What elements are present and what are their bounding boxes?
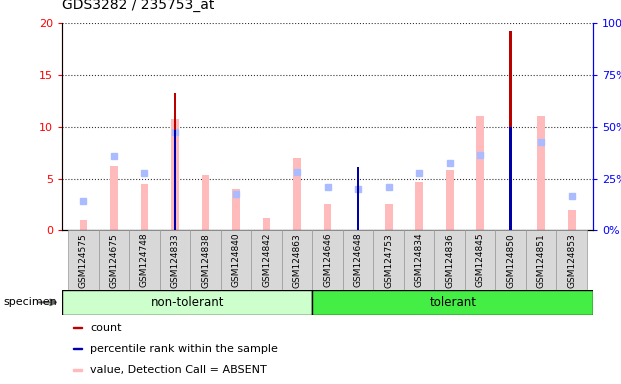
Text: GSM124575: GSM124575 xyxy=(79,233,88,288)
Text: GSM124845: GSM124845 xyxy=(476,233,484,288)
Text: GSM124842: GSM124842 xyxy=(262,233,271,287)
FancyBboxPatch shape xyxy=(312,290,593,315)
Bar xyxy=(526,230,556,290)
Bar xyxy=(129,230,160,290)
Bar xyxy=(140,184,148,230)
Bar xyxy=(446,170,453,230)
Bar xyxy=(465,230,496,290)
Bar xyxy=(73,369,82,371)
Bar xyxy=(343,230,373,290)
Text: GSM124646: GSM124646 xyxy=(323,233,332,288)
Bar xyxy=(174,130,176,230)
Text: GSM124838: GSM124838 xyxy=(201,233,210,288)
Text: GSM124863: GSM124863 xyxy=(292,233,302,288)
Bar xyxy=(568,210,576,230)
Bar xyxy=(221,230,252,290)
Bar xyxy=(190,230,221,290)
Text: GDS3282 / 235753_at: GDS3282 / 235753_at xyxy=(62,0,214,12)
Text: non-tolerant: non-tolerant xyxy=(150,296,224,309)
Text: GSM124836: GSM124836 xyxy=(445,233,454,288)
Bar xyxy=(312,230,343,290)
Bar xyxy=(324,204,332,230)
Text: specimen: specimen xyxy=(3,297,57,308)
Bar xyxy=(99,230,129,290)
Text: GSM124748: GSM124748 xyxy=(140,233,149,288)
Text: count: count xyxy=(90,323,122,333)
Bar xyxy=(202,175,209,230)
Bar xyxy=(509,127,512,230)
FancyBboxPatch shape xyxy=(62,290,312,315)
Text: GSM124853: GSM124853 xyxy=(567,233,576,288)
Bar xyxy=(73,348,82,349)
Bar xyxy=(496,230,526,290)
Text: GSM124753: GSM124753 xyxy=(384,233,393,288)
Text: GSM124851: GSM124851 xyxy=(537,233,546,288)
Bar xyxy=(404,230,434,290)
Text: GSM124648: GSM124648 xyxy=(353,233,363,288)
Bar xyxy=(509,31,512,230)
Text: percentile rank within the sample: percentile rank within the sample xyxy=(90,344,278,354)
Text: GSM124840: GSM124840 xyxy=(232,233,240,288)
Bar xyxy=(174,93,176,230)
Bar xyxy=(252,230,282,290)
Text: GSM124675: GSM124675 xyxy=(109,233,119,288)
Bar xyxy=(384,204,392,230)
Bar xyxy=(556,230,587,290)
Bar xyxy=(110,166,118,230)
Bar xyxy=(434,230,465,290)
Text: tolerant: tolerant xyxy=(429,296,476,309)
Text: GSM124833: GSM124833 xyxy=(171,233,179,288)
Bar xyxy=(476,116,484,230)
Bar xyxy=(537,116,545,230)
Bar xyxy=(79,220,88,230)
Bar xyxy=(415,182,423,230)
Bar xyxy=(282,230,312,290)
Text: value, Detection Call = ABSENT: value, Detection Call = ABSENT xyxy=(90,365,267,375)
Bar xyxy=(73,327,82,328)
Text: GSM124834: GSM124834 xyxy=(415,233,424,288)
Bar xyxy=(356,168,360,230)
Bar xyxy=(293,158,301,230)
Bar xyxy=(171,119,179,230)
Text: GSM124850: GSM124850 xyxy=(506,233,515,288)
Bar xyxy=(160,230,190,290)
Bar xyxy=(232,189,240,230)
Bar xyxy=(356,167,360,230)
Bar xyxy=(373,230,404,290)
Bar xyxy=(68,230,99,290)
Bar xyxy=(263,218,271,230)
